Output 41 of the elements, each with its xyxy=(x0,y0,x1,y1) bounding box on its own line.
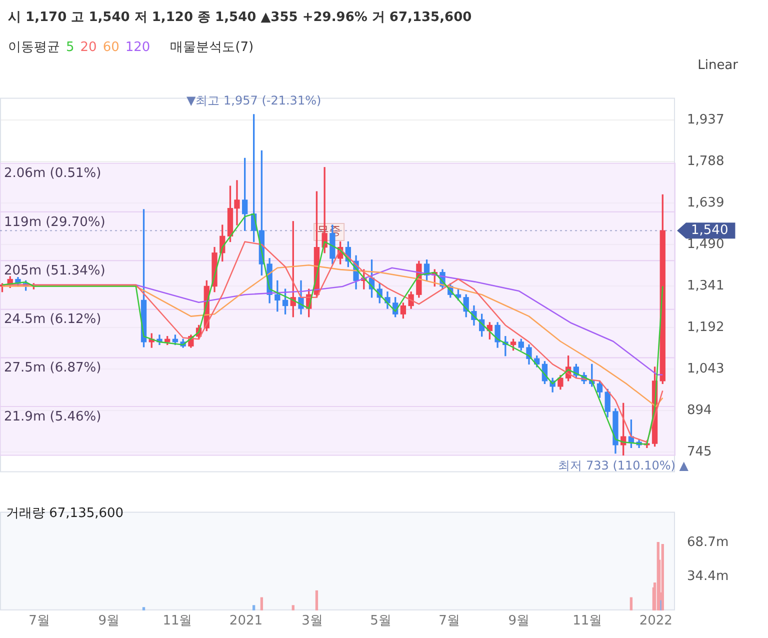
ref-line-label: 1,540 xyxy=(691,222,728,238)
band-label: 24.5m (6.12%) xyxy=(4,312,102,328)
y-tick-label: 1,490 xyxy=(687,236,724,252)
text: 매물분석도(7) xyxy=(170,39,254,56)
annotation: 최저 733 (110.10%) ▲ xyxy=(558,458,690,472)
band-label: 119m (29.70%) xyxy=(4,214,106,230)
y-tick-label: 1,341 xyxy=(687,278,724,294)
chart-title: 거래량 67,135,600 xyxy=(6,505,124,522)
x-tick-label: 11월 xyxy=(572,614,602,629)
text: 20 xyxy=(80,40,97,54)
x-tick-label: 3월 xyxy=(302,614,323,629)
band-label: 2.06m (0.51%) xyxy=(4,166,102,182)
x-tick-label: 9월 xyxy=(98,614,120,629)
y-tick-label: 894 xyxy=(687,402,712,418)
x-tick-label: 5월 xyxy=(370,614,392,629)
x-tick-label: 7월 xyxy=(438,614,460,629)
x-tick-label: 11월 xyxy=(162,614,192,629)
legend-title: 이동평균 xyxy=(8,39,60,56)
y-tick-label: 34.4m xyxy=(687,568,729,584)
text: 120 xyxy=(125,40,150,54)
band-label: 205m (51.34%) xyxy=(4,264,106,279)
y-tick-label: 1,043 xyxy=(687,361,724,376)
band-label: 27.5m (6.87%) xyxy=(4,360,102,376)
y-tick-label: 68.7m xyxy=(687,535,729,550)
y-tick-label: 1,937 xyxy=(687,112,724,128)
x-tick-label: 7월 xyxy=(28,614,50,629)
x-tick-label: 2021 xyxy=(229,614,263,629)
chart-title: 시 1,170 고 1,540 저 1,120 종 1,540 ▲355 +29.96% 거 67,135,600 xyxy=(8,9,472,26)
bar xyxy=(661,544,664,610)
band-label: 21.9m (5.46%) xyxy=(4,409,102,424)
y-tick-label: 1,639 xyxy=(687,195,724,210)
y-tick-label: 1,192 xyxy=(687,320,724,335)
y-tick-label: 745 xyxy=(687,444,712,460)
x-tick-label: 2022 xyxy=(639,614,672,629)
y-tick-label: 1,788 xyxy=(687,154,724,169)
bar xyxy=(315,590,318,610)
x-tick-label: 9월 xyxy=(508,614,530,629)
annotation: ▼최고 1,957 (-21.31%) xyxy=(186,94,322,108)
text: 5 xyxy=(66,40,74,54)
text: 60 xyxy=(102,40,120,54)
text: Linear xyxy=(698,58,738,73)
